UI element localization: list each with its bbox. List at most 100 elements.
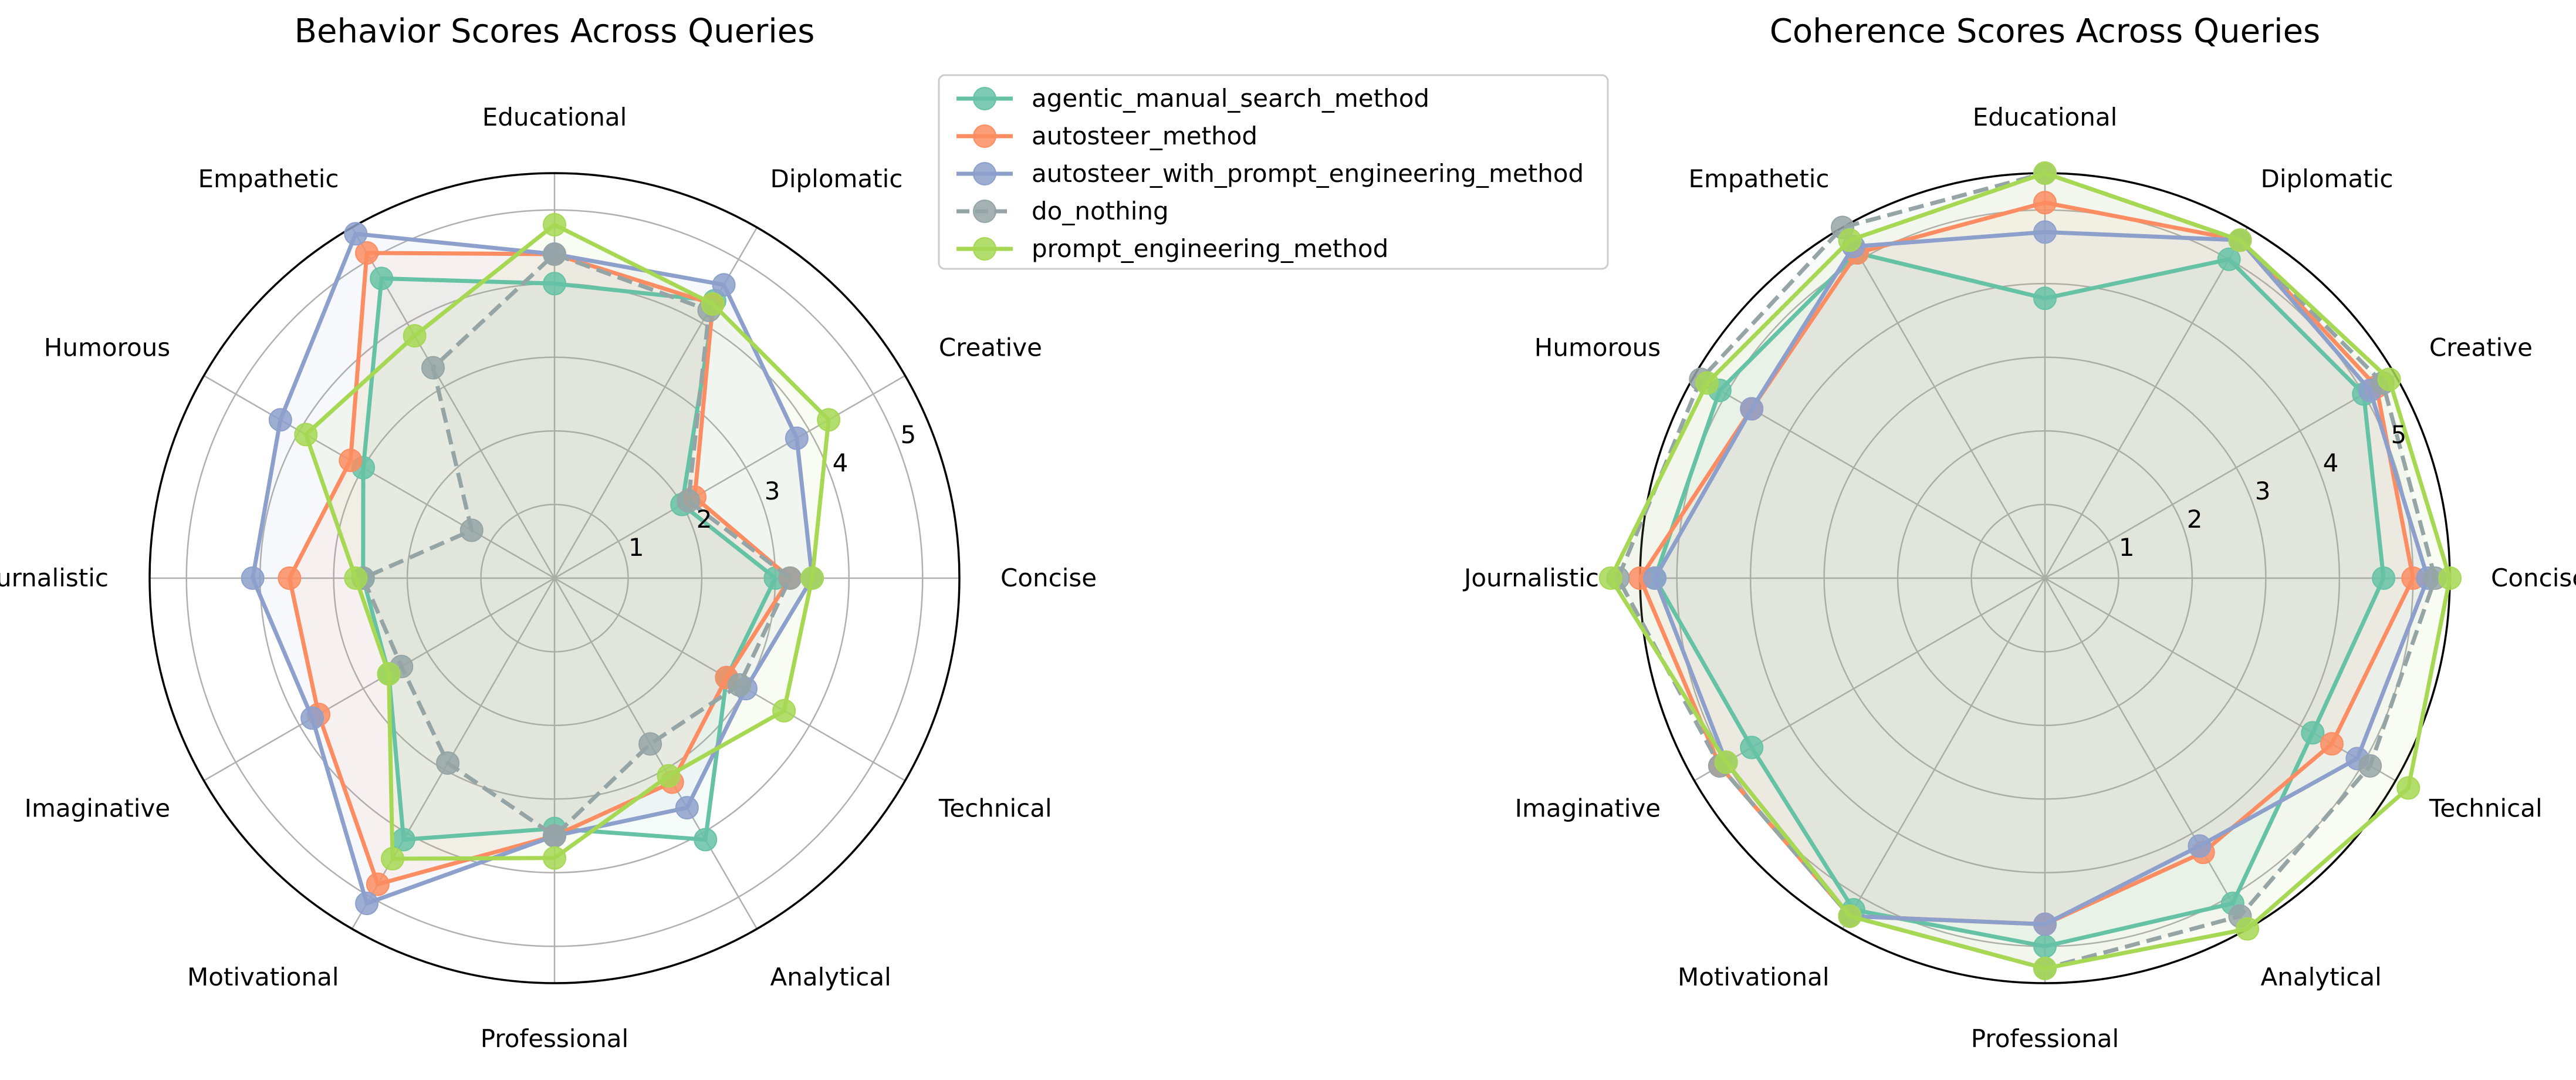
radial-tick-labels: 1 2 3 4 5	[628, 420, 916, 562]
radial-tick-label: 4	[833, 448, 848, 477]
category-label: Motivational	[187, 963, 339, 991]
legend-label: agentic_manual_search_method	[1032, 84, 1429, 113]
data-point	[355, 892, 379, 916]
series-fill	[1655, 252, 2384, 947]
data-point	[355, 241, 379, 265]
category-label: Diplomatic	[2261, 164, 2394, 193]
data-point	[339, 448, 363, 473]
data-point	[436, 751, 460, 775]
data-point	[268, 408, 292, 432]
data-point	[543, 212, 566, 237]
data-point	[2438, 566, 2462, 590]
category-label: Imaginative	[25, 794, 171, 823]
data-point	[1838, 228, 1862, 252]
legend-entry: autosteer_with_prompt_engineering_method	[956, 159, 1584, 188]
data-point	[2228, 228, 2252, 252]
data-point	[1740, 735, 1764, 760]
data-point	[817, 408, 841, 432]
grid-spoke	[2044, 227, 2249, 579]
data-point	[657, 764, 681, 788]
legend-label: autosteer_method	[1032, 122, 1257, 150]
category-label: Technical	[2429, 794, 2543, 823]
data-point	[391, 828, 415, 852]
data-point	[2188, 834, 2212, 858]
polar-frame	[148, 172, 961, 984]
legend-marker	[973, 200, 996, 223]
category-label: Creative	[2429, 333, 2533, 362]
data-point	[381, 847, 404, 871]
data-point	[2396, 776, 2421, 800]
radial-tick-labels: 1 2 3 4 5	[2119, 420, 2406, 562]
legend-frame	[938, 74, 1609, 270]
data-point	[294, 423, 318, 447]
series-fill	[289, 252, 790, 885]
data-point	[421, 356, 445, 380]
category-label: Professional	[1971, 1024, 2119, 1053]
data-point	[701, 292, 725, 316]
data-point	[543, 272, 566, 296]
data-point	[1838, 904, 1862, 928]
radial-tick-label: 2	[2187, 505, 2203, 534]
data-point	[694, 828, 718, 852]
radial-tick-label: 1	[628, 533, 644, 562]
data-point	[377, 662, 401, 686]
data-point	[2033, 956, 2057, 980]
data-point	[675, 796, 699, 820]
data-point	[344, 566, 368, 590]
category-label: Educational	[482, 103, 627, 131]
category-label: Motivational	[1678, 963, 1830, 991]
data-point	[370, 266, 394, 291]
data-point	[2377, 367, 2401, 392]
data-point	[1714, 750, 1738, 774]
data-point	[638, 732, 662, 756]
grid-spoke	[2044, 374, 2396, 579]
data-point	[677, 489, 701, 513]
data-point	[543, 824, 566, 848]
category-label: Concise	[1000, 563, 1097, 592]
radial-tick-label: 1	[2119, 533, 2135, 562]
category-label: Diplomatic	[770, 164, 903, 193]
series-fill	[1618, 173, 2435, 968]
series-fill	[363, 278, 776, 840]
data-point	[300, 706, 324, 730]
grid-spoke	[554, 374, 906, 579]
series-fill	[1640, 203, 2413, 924]
legend-entry: autosteer_method	[956, 122, 1257, 150]
behavior-radar-chart: Behavior Scores Across Queries 1 2 3 4 5 Con…	[0, 12, 1097, 1053]
legend-marker	[973, 87, 996, 110]
legend-label: do_nothing	[1032, 197, 1169, 225]
category-label: Educational	[1973, 103, 2118, 131]
grid-spoke	[1841, 227, 2046, 579]
chart-title: Behavior Scores Across Queries	[295, 12, 815, 50]
radial-tick-label: 5	[901, 420, 917, 449]
legend-marker	[973, 237, 996, 261]
category-label: Imaginative	[1515, 794, 1661, 823]
category-label: Journalistic	[1462, 563, 1599, 592]
radial-tick-label: 2	[697, 505, 712, 534]
grid-spoke	[1841, 578, 2046, 930]
series-lines	[241, 212, 841, 916]
series-prompt_engineering_method	[294, 212, 841, 871]
data-point	[2033, 220, 2057, 244]
data-point	[2372, 566, 2396, 590]
coherence-radar-chart: Coherence Scores Across Queries 1 2 3 4 5 Co…	[1462, 12, 2576, 1053]
legend-label: prompt_engineering_method	[1032, 234, 1388, 263]
legend-entry: prompt_engineering_method	[956, 234, 1388, 263]
chart-title: Coherence Scores Across Queries	[1770, 12, 2320, 50]
data-point	[728, 673, 752, 697]
data-point	[344, 222, 368, 246]
data-point	[2358, 754, 2382, 778]
data-point	[543, 846, 566, 870]
data-point	[2217, 247, 2241, 271]
data-point	[2301, 721, 2325, 745]
data-point	[366, 872, 390, 896]
data-point	[1740, 397, 1764, 421]
data-point	[2033, 161, 2057, 185]
series-fill	[1655, 232, 2428, 924]
category-label: Journalistic	[0, 563, 109, 592]
legend-label: autosteer_with_prompt_engineering_method	[1032, 159, 1584, 188]
legend: agentic_manual_search_method autosteer_me…	[938, 74, 1609, 270]
data-point	[2033, 286, 2057, 310]
series-lines	[1598, 161, 2462, 980]
